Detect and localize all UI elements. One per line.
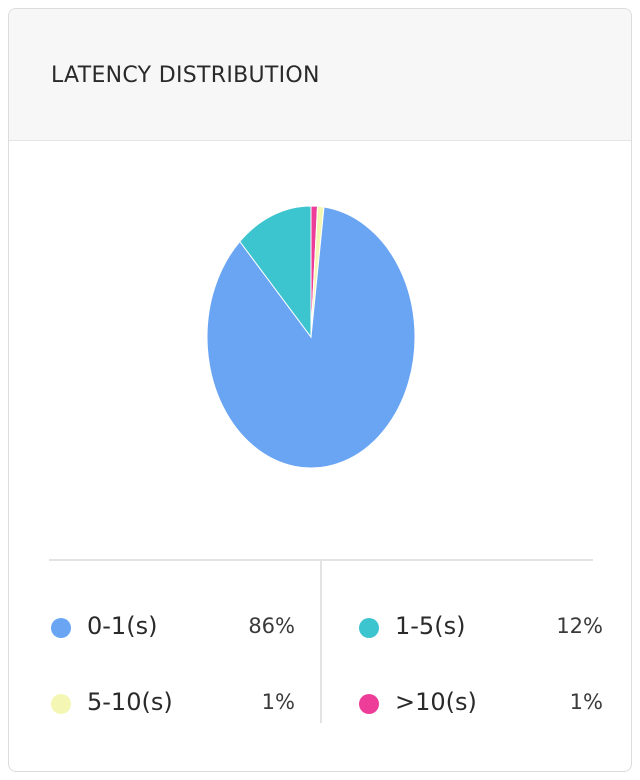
legend-label: 0-1(s) [87, 612, 158, 640]
legend-item[interactable]: 5-10(s) 1% [51, 685, 295, 725]
legend-divider [49, 559, 593, 561]
legend-item[interactable]: >10(s) 1% [359, 685, 603, 725]
legend-item[interactable]: 1-5(s) 12% [359, 609, 603, 649]
legend-label: 1-5(s) [395, 612, 466, 640]
legend-value: 1% [261, 690, 295, 714]
legend-value: 12% [556, 614, 603, 638]
legend-color-dot [51, 618, 71, 638]
chart-area [9, 141, 631, 551]
pie-slice-1-5-s[interactable] [239, 205, 312, 339]
legend-color-dot [51, 694, 71, 714]
latency-distribution-card: LATENCY DISTRIBUTION 0-1(s) 86% 1-5(s) 1… [8, 8, 632, 772]
legend-label: 5-10(s) [87, 688, 173, 716]
legend-color-dot [359, 618, 379, 638]
legend-value: 86% [248, 614, 295, 638]
legend-label: >10(s) [395, 688, 477, 716]
pie-chart [206, 205, 416, 469]
legend-item[interactable]: 0-1(s) 86% [51, 609, 295, 649]
legend-value: 1% [569, 690, 603, 714]
legend-column-divider [320, 561, 322, 723]
card-header: LATENCY DISTRIBUTION [9, 9, 631, 141]
card-title: LATENCY DISTRIBUTION [51, 63, 320, 88]
legend-color-dot [359, 694, 379, 714]
